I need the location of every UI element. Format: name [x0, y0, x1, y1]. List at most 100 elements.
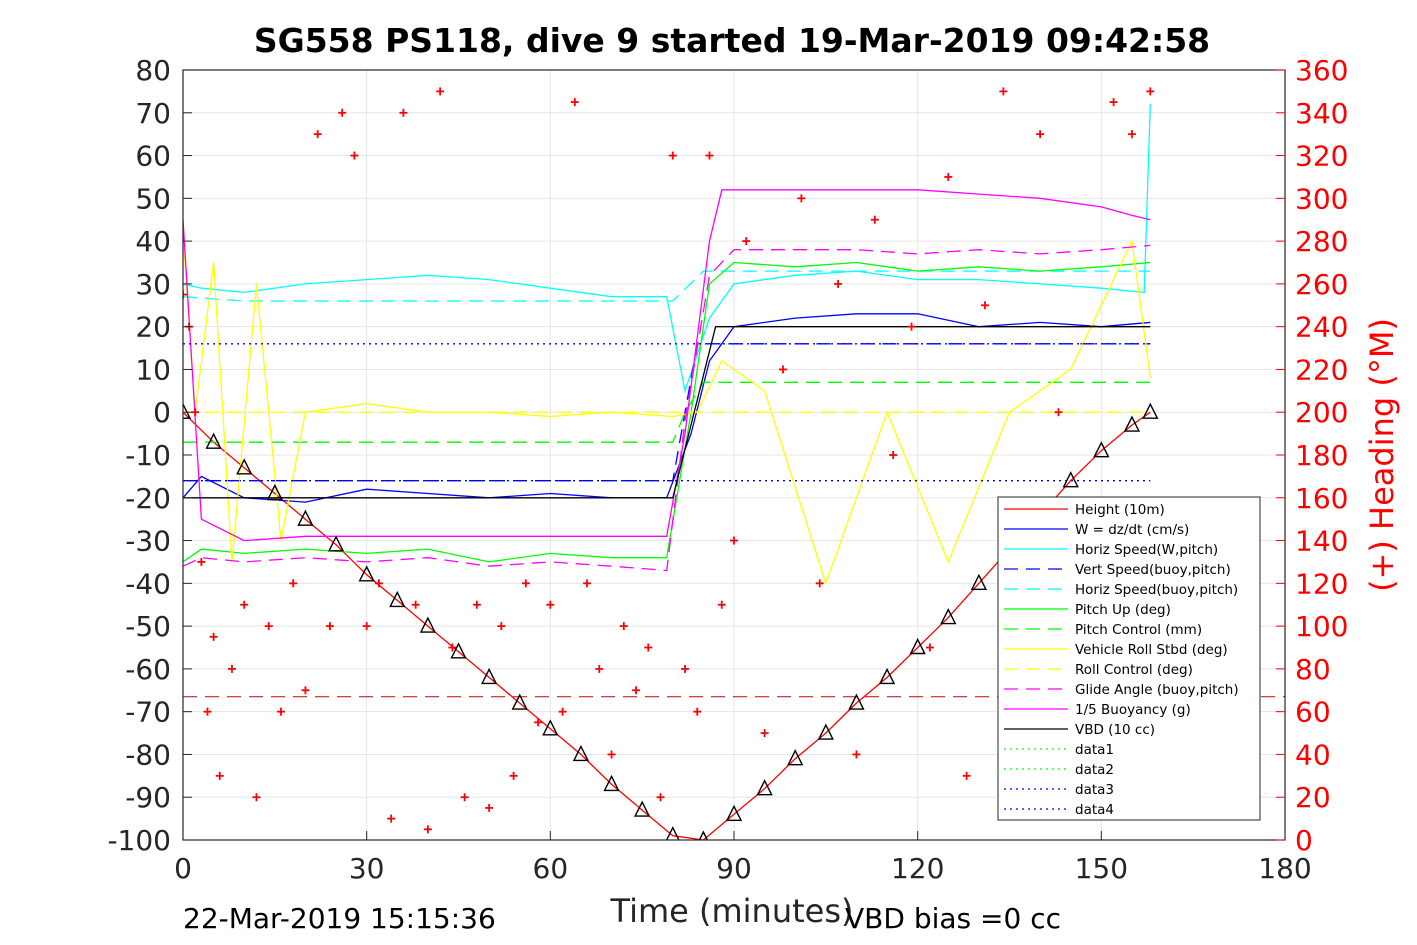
- right-tick-label: 180: [1295, 439, 1348, 472]
- left-tick-label: -100: [107, 824, 171, 857]
- legend-box: [997, 496, 1261, 821]
- heading-point: [301, 686, 310, 695]
- heading-point: [962, 771, 971, 780]
- depth-marker: [236, 458, 253, 475]
- depth-marker: [266, 483, 283, 501]
- depth-marker: [634, 800, 651, 817]
- depth-marker: [1093, 441, 1110, 458]
- heading-point: [570, 98, 579, 107]
- heading-point: [999, 87, 1008, 96]
- heading-point: [534, 718, 543, 727]
- heading-point: [944, 172, 953, 181]
- right-tick-label: 60: [1295, 696, 1331, 729]
- depth-marker: [1062, 471, 1079, 488]
- heading-point: [583, 579, 592, 588]
- left-tick-label: -70: [125, 696, 171, 729]
- heading-point: [815, 579, 824, 588]
- left-tick-label: -20: [125, 482, 171, 515]
- depth-marker: [817, 723, 834, 740]
- legend-entry: Glide Angle (buoy,pitch): [1075, 682, 1239, 698]
- heading-point: [742, 237, 751, 246]
- series-line: [183, 381, 1151, 443]
- depth-marker: [480, 667, 498, 685]
- right-tick-label: 240: [1295, 311, 1348, 344]
- heading-point: [191, 408, 200, 417]
- left-tick-label: 0: [153, 396, 171, 429]
- depth-marker: [970, 573, 988, 591]
- heading-point: [497, 622, 506, 631]
- left-tick-label: 10: [135, 353, 171, 386]
- footer-timestamp: 22-Mar-2019 15:15:36: [183, 902, 496, 935]
- heading-point: [595, 664, 604, 673]
- depth-marker: [665, 826, 680, 840]
- heading-point: [423, 825, 432, 834]
- right-tick-label: 320: [1295, 140, 1348, 173]
- depth-marker: [940, 607, 957, 625]
- heading-point: [717, 600, 726, 609]
- legend-entry: Horiz Speed(W,pitch): [1075, 542, 1218, 558]
- heading-point: [907, 322, 916, 331]
- depth-marker: [183, 402, 192, 419]
- x-tick-label: 0: [174, 852, 192, 885]
- heading-point: [485, 803, 494, 812]
- depth-marker: [1142, 402, 1159, 419]
- right-tick-label: 280: [1295, 225, 1348, 258]
- heading-point: [338, 108, 347, 117]
- x-axis-label: Time (minutes): [610, 892, 854, 930]
- heading-point: [632, 686, 641, 695]
- heading-point: [1127, 130, 1136, 139]
- depth-marker: [327, 535, 345, 552]
- depth-marker: [878, 667, 896, 685]
- heading-point: [778, 365, 787, 374]
- right-tick-label: 160: [1295, 482, 1348, 515]
- heading-point: [313, 130, 322, 139]
- heading-point: [215, 771, 224, 780]
- left-tick-label: 60: [135, 140, 171, 173]
- right-axis-label: (+) Heading (°M): [1363, 318, 1401, 592]
- heading-point: [276, 707, 285, 716]
- heading-point: [374, 579, 383, 588]
- heading-point: [252, 793, 261, 802]
- left-tick-label: -80: [125, 738, 171, 771]
- left-tick-label: -50: [125, 610, 171, 643]
- depth-marker: [909, 637, 926, 655]
- left-tick-label: 40: [135, 225, 171, 258]
- series-line: [183, 244, 1151, 572]
- right-tick-label: 0: [1295, 824, 1313, 857]
- legend: Height (10m) W = dz/dt (cm/s) Horiz Speed(…: [997, 496, 1261, 821]
- heading-point: [436, 87, 445, 96]
- chart-title: SG558 PS118, dive 9 started 19-Mar-2019 …: [254, 21, 1210, 60]
- heading-point: [521, 579, 530, 588]
- heading-point: [834, 279, 843, 288]
- heading-point: [889, 451, 898, 459]
- legend-entry: data1: [1075, 742, 1114, 758]
- heading-point: [925, 643, 934, 652]
- heading-point: [399, 108, 408, 117]
- right-tick-label: 20: [1295, 781, 1331, 814]
- series-line: [183, 104, 1151, 394]
- heading-point: [460, 793, 469, 802]
- legend-entry: 1/5 Buoyancy (g): [1075, 702, 1191, 718]
- right-tick-label: 40: [1295, 738, 1331, 771]
- x-tick-label: 150: [1075, 852, 1128, 885]
- heading-point: [227, 664, 236, 673]
- left-tick-label: -60: [125, 653, 171, 686]
- right-tick-label: 140: [1295, 525, 1348, 558]
- left-tick-label: -10: [125, 439, 171, 472]
- heading-point: [1054, 408, 1063, 417]
- legend-entry: Vehicle Roll Stbd (deg): [1075, 642, 1228, 658]
- left-tick-label: -30: [125, 525, 171, 558]
- right-tick-label: 300: [1295, 182, 1348, 215]
- x-tick-label: 180: [1258, 852, 1311, 885]
- depth-marker: [848, 693, 865, 710]
- heading-point: [693, 707, 702, 716]
- heading-point: [730, 536, 738, 545]
- legend-entry: Height (10m): [1075, 502, 1165, 518]
- depth-marker: [205, 432, 222, 449]
- legend-entry: Pitch Control (mm): [1075, 622, 1202, 638]
- heading-point: [870, 215, 879, 224]
- heading-point: [619, 622, 628, 631]
- heading-point: [350, 151, 359, 160]
- right-tick-label: 220: [1295, 353, 1348, 386]
